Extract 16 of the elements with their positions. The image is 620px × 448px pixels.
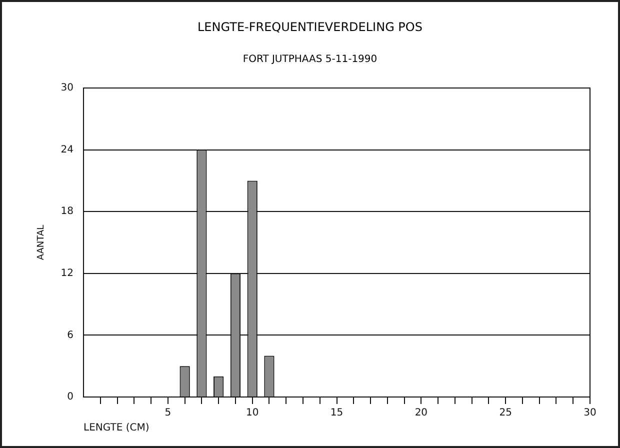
chart-title: LENGTE-FREQUENTIEVERDELING POS [196,20,424,34]
x-axis-title: LENGTE (CM) [84,422,150,434]
y-tick-label: 30 [60,82,74,94]
chart-subtitle: FORT JUTPHAAS 5-11-1990 [242,54,378,65]
x-tick-label: 30 [584,408,596,419]
y-tick-label: 24 [60,144,74,156]
y-tick-label: 18 [60,206,74,218]
y-tick-label: 12 [60,268,74,279]
y-axis-title: AANTAL [36,224,47,260]
x-tick-label: 10 [246,408,259,419]
x-tick-label: 5 [164,408,172,419]
y-tick-label: 6 [67,330,74,341]
x-tick-label: 25 [499,408,512,419]
x-tick-label: 20 [414,408,428,419]
x-tick-label: 15 [330,408,344,419]
y-tick-label: 0 [67,392,74,403]
